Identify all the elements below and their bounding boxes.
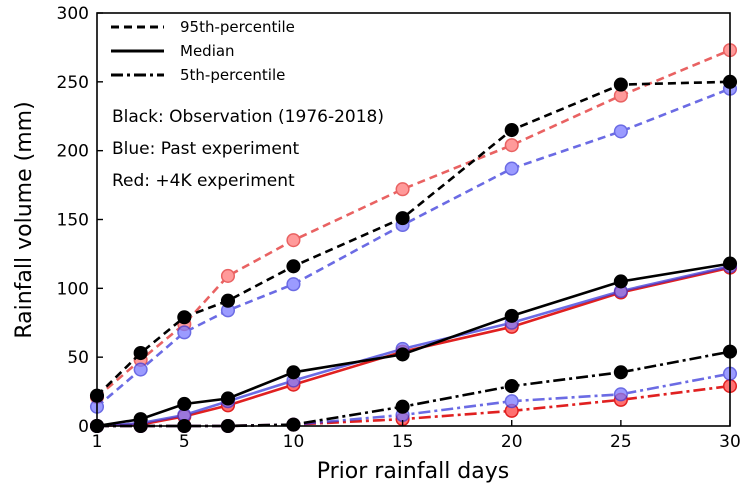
point-past-experiment-95th-percentile-10: [286, 277, 301, 292]
point-observation-median-5: [177, 396, 192, 412]
x-tick-label-15: 15: [392, 432, 414, 452]
series-line-observation-5th-percentile: [97, 350, 731, 428]
y-tick-label-50: 50: [67, 348, 89, 368]
note-past-experiment: Blue: Past experiment: [112, 139, 300, 159]
x-tick-label-30: 30: [719, 432, 741, 452]
point-observation-median-10: [286, 365, 301, 380]
x-tick-label-10: 10: [283, 432, 305, 452]
series-line-past-experiment-5th-percentile: [97, 372, 731, 428]
point-4k-experiment-95th-percentile-7: [220, 268, 236, 283]
point-observation-95th-percentile-3: [133, 345, 148, 361]
y-tick-label-100: 100: [57, 279, 89, 299]
point-observation-median-20: [504, 308, 519, 323]
point-observation-95th-percentile-7: [220, 293, 236, 308]
series-line-4k-experiment-5th-percentile: [97, 384, 731, 428]
point-observation-95th-percentile-25: [613, 77, 628, 92]
point-observation-95th-percentile-5: [177, 310, 192, 325]
point-observation-95th-percentile-10: [286, 259, 301, 274]
x-tick-label-5: 5: [179, 432, 190, 452]
point-past-experiment-95th-percentile-5: [177, 325, 192, 340]
y-tick-label-250: 250: [57, 73, 89, 93]
point-observation-5th-percentile-15: [395, 399, 410, 414]
point-observation-median-25: [613, 274, 628, 289]
x-tick-label-25: 25: [610, 432, 632, 452]
x-tick-label-1: 1: [92, 432, 103, 452]
x-tick-label-20: 20: [501, 432, 523, 452]
y-tick-label-150: 150: [57, 211, 89, 231]
legend: 95th-percentile Median 5th-percentile: [111, 18, 295, 84]
y-tick-label-0: 0: [78, 417, 89, 437]
series-past-experiment-95th-percentile: [89, 81, 738, 414]
y-tick-label-300: 300: [57, 4, 89, 24]
y-tick-label-200: 200: [57, 142, 89, 162]
point-past-experiment-95th-percentile-3: [133, 362, 148, 377]
point-4k-experiment-95th-percentile-20: [504, 138, 519, 153]
note-4k-experiment: Red: +4K experiment: [112, 171, 295, 191]
point-past-experiment-95th-percentile-20: [504, 161, 519, 176]
point-past-experiment-5th-percentile-20: [504, 394, 519, 409]
series-observation-median: [89, 256, 738, 434]
legend-label-median: Median: [180, 42, 235, 60]
plot-layer: [89, 43, 738, 434]
point-observation-95th-percentile-15: [395, 211, 410, 226]
note-observation: Black: Observation (1976-2018): [112, 107, 384, 127]
y-axis-label: Rainfall volume (mm): [12, 101, 37, 338]
series-line-past-experiment-95th-percentile: [96, 87, 731, 408]
point-observation-5th-percentile-20: [504, 379, 519, 394]
point-observation-95th-percentile-20: [504, 122, 519, 138]
point-4k-experiment-95th-percentile-10: [286, 233, 301, 248]
legend-label-5th: 5th-percentile: [180, 66, 285, 84]
point-observation-median-15: [395, 347, 410, 362]
point-past-experiment-95th-percentile-25: [613, 124, 628, 139]
point-observation-median-7: [220, 391, 236, 406]
x-axis-label: Prior rainfall days: [317, 459, 510, 484]
point-4k-experiment-95th-percentile-15: [395, 182, 410, 197]
point-past-experiment-5th-percentile-25: [613, 387, 628, 402]
point-observation-5th-percentile-25: [613, 365, 628, 380]
legend-label-95th: 95th-percentile: [180, 18, 295, 36]
